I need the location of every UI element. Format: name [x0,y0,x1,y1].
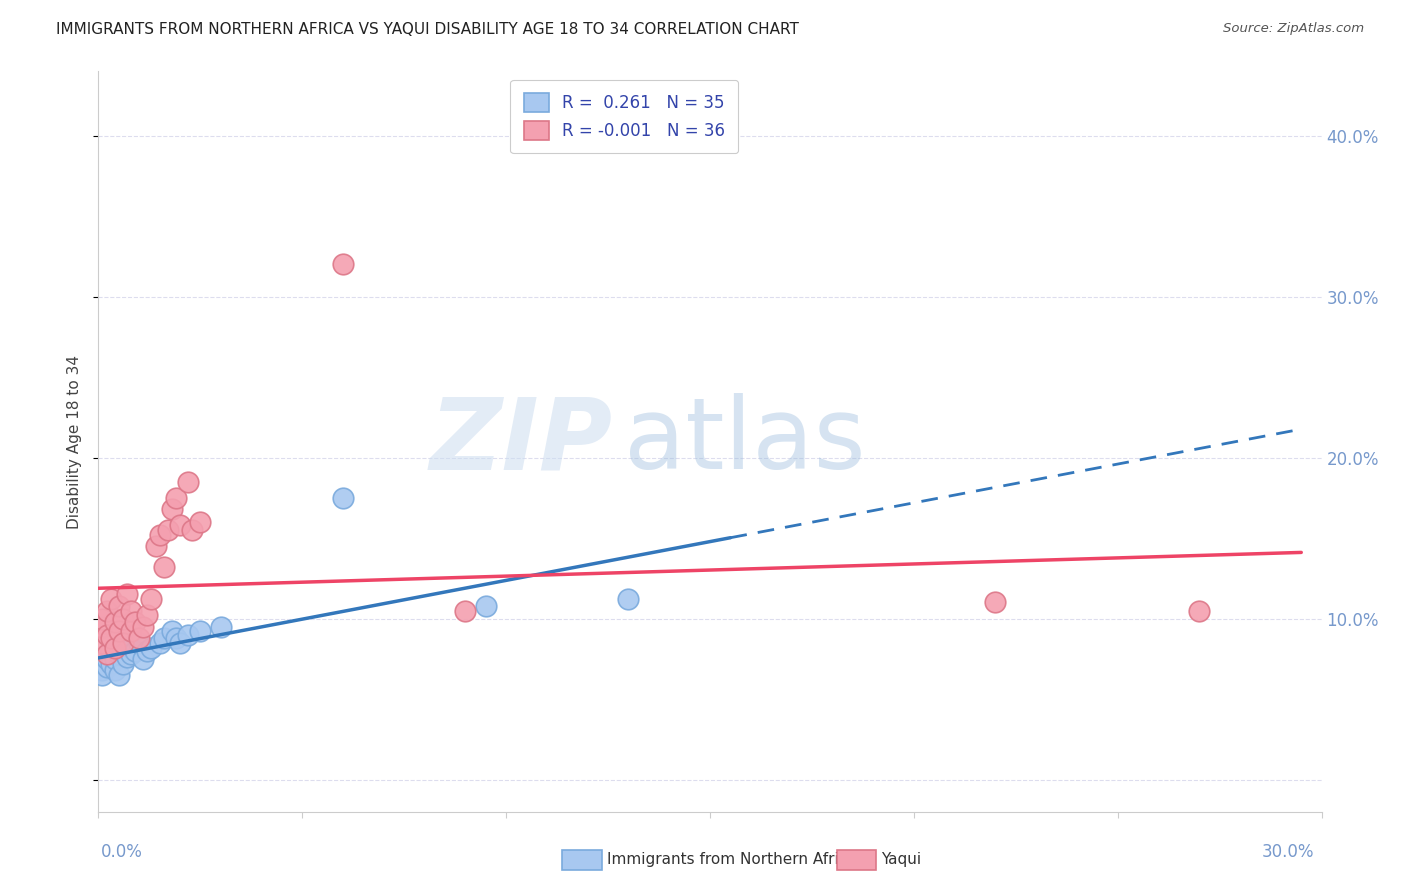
Point [160,502,183,516]
Point [128,631,150,645]
Point [111,611,134,625]
Point [156,523,179,537]
Point [141,640,163,655]
Point [111,636,134,650]
Point [96,628,118,642]
Point [136,608,159,623]
Text: Source: ZipAtlas.com: Source: ZipAtlas.com [1223,22,1364,36]
Point [91,663,114,677]
Text: ZIP: ZIP [429,393,612,490]
Point [617,592,640,607]
Point [160,624,183,639]
Point [332,491,354,505]
Point [152,631,174,645]
Point [115,650,138,665]
Point [181,523,204,537]
Point [91,657,114,671]
Point [165,491,187,505]
Point [100,592,122,607]
Point [188,624,212,639]
Point [141,592,163,607]
Point [149,528,172,542]
Point [91,619,114,633]
Point [96,603,118,617]
Point [96,660,118,674]
Point [111,657,134,671]
Point [177,628,200,642]
Point [104,640,127,655]
Point [120,624,142,639]
Point [100,650,122,665]
Point [96,647,118,661]
Point [124,615,146,629]
Point [111,644,134,658]
Point [91,668,114,682]
Text: IMMIGRANTS FROM NORTHERN AFRICA VS YAQUI DISABILITY AGE 18 TO 34 CORRELATION CHA: IMMIGRANTS FROM NORTHERN AFRICA VS YAQUI… [56,22,799,37]
Point [128,636,150,650]
Point [104,663,127,677]
Point [188,515,212,529]
Point [100,657,122,671]
Point [474,599,498,613]
Point [165,631,187,645]
Point [209,619,232,633]
Point [152,560,174,574]
Point [984,595,1007,609]
Point [108,668,131,682]
Point [120,640,142,655]
Point [108,647,131,661]
Point [454,603,477,617]
Point [132,619,155,633]
Point [91,611,114,625]
Point [100,644,122,658]
Text: 0.0%: 0.0% [101,843,143,861]
Text: Immigrants from Northern Africa: Immigrants from Northern Africa [607,853,858,867]
Point [177,475,200,489]
Point [104,615,127,629]
Point [120,603,142,617]
Point [91,636,114,650]
Point [145,539,167,553]
Point [332,258,354,272]
Point [136,644,159,658]
Point [149,636,172,650]
Point [1188,603,1211,617]
Point [100,631,122,645]
Point [108,599,131,613]
Point [115,587,138,601]
Text: atlas: atlas [624,393,866,490]
Point [108,624,131,639]
Point [96,647,118,661]
Point [132,652,155,666]
Point [169,518,191,533]
Point [104,640,127,655]
Legend: R =  0.261   N = 35, R = -0.001   N = 36: R = 0.261 N = 35, R = -0.001 N = 36 [510,79,738,153]
Text: Yaqui: Yaqui [882,853,922,867]
Point [120,647,142,661]
Point [124,644,146,658]
Point [104,652,127,666]
Text: 30.0%: 30.0% [1263,843,1315,861]
Point [96,652,118,666]
Point [169,636,191,650]
Y-axis label: Disability Age 18 to 34: Disability Age 18 to 34 [67,354,83,529]
